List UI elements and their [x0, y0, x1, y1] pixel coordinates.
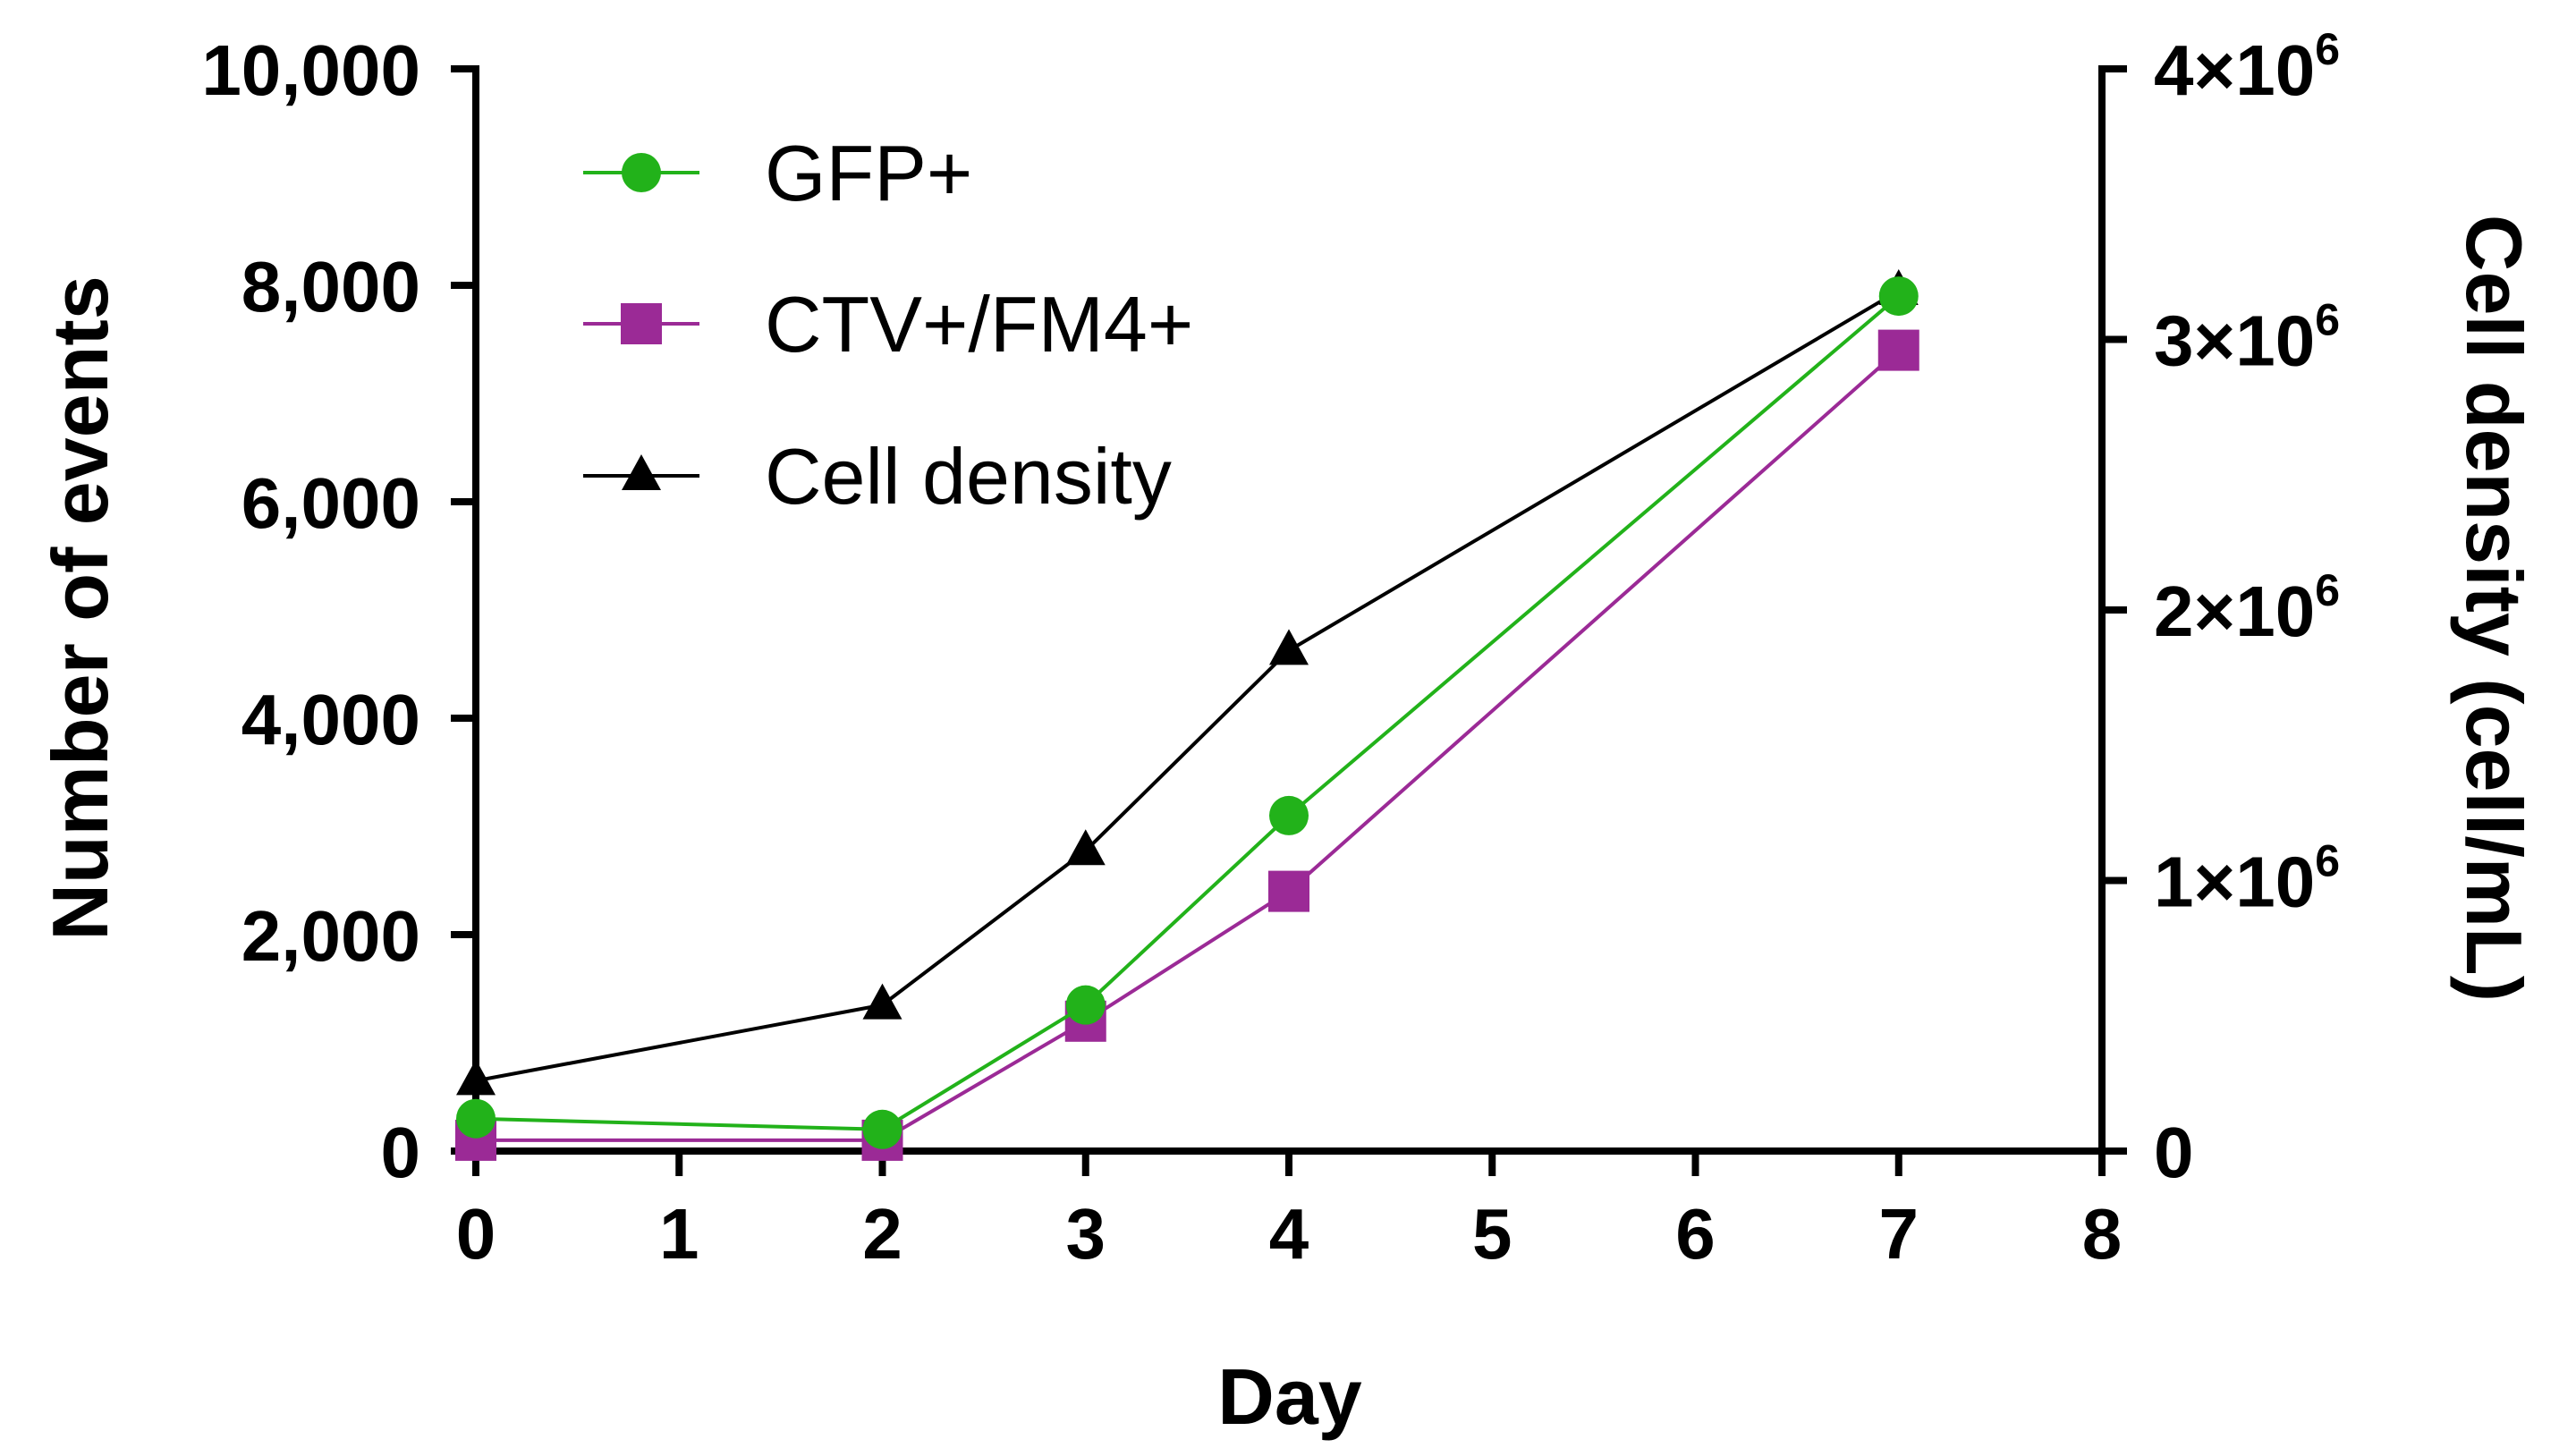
data-point-gfp: [1269, 795, 1309, 835]
series-cell-density: [456, 269, 1919, 1096]
y-left-tick-label: 10,000: [201, 30, 420, 110]
y-left-tick-label: 4,000: [242, 680, 420, 759]
data-point-gfp: [1878, 276, 1919, 317]
series-gfp: [456, 276, 1919, 1149]
x-tick-label: 0: [456, 1194, 496, 1274]
axes: 0 1 2 3 4 5 6 7 802,0004,0006,0008,00010,00001×1…: [201, 24, 2340, 1274]
y-left-tick-label: 0: [381, 1113, 421, 1192]
series-group: [455, 269, 1919, 1161]
x-tick-label: 3: [1066, 1194, 1106, 1274]
x-tick-label: 4: [1269, 1194, 1309, 1274]
legend-marker-ctv-fm4: [621, 303, 662, 344]
y-right-tick-label: 4×106: [2154, 24, 2340, 110]
y-left-tick-label: 2,000: [242, 896, 420, 976]
data-point-cell-density: [456, 1059, 496, 1096]
legend-marker-cell-density: [622, 454, 661, 490]
y-right-tick-label: 1×106: [2154, 836, 2340, 922]
y-axis-left-title: Number of events: [36, 275, 124, 940]
data-point-cell-density: [862, 983, 902, 1020]
y-left-tick-label: 6,000: [242, 463, 420, 543]
y-right-tick-label: 2×106: [2154, 565, 2340, 651]
data-point-gfp: [862, 1109, 902, 1149]
data-point-gfp: [456, 1098, 496, 1139]
data-point-ctv-fm4: [1877, 329, 1919, 371]
legend: GFP+ CTV+/FM4+ Cell density: [583, 129, 1193, 521]
legend-marker-gfp: [622, 153, 661, 192]
x-tick-label: 5: [1472, 1194, 1513, 1274]
legend-item-cell-density: Cell density: [583, 432, 1172, 521]
series-line-cell-density: [475, 289, 1900, 1083]
data-point-cell-density: [1269, 629, 1309, 665]
x-tick-label: 7: [1879, 1194, 1919, 1274]
x-tick-label: 8: [2082, 1194, 2123, 1274]
y-right-tick-label: 0: [2154, 1113, 2194, 1192]
legend-item-gfp: GFP+: [583, 129, 972, 217]
y-left-tick-label: 8,000: [242, 247, 420, 326]
legend-label-gfp: GFP+: [765, 129, 972, 217]
legend-label-cell-density: Cell density: [765, 432, 1172, 521]
x-tick-label: 6: [1675, 1194, 1716, 1274]
x-tick-label: 2: [862, 1194, 902, 1274]
legend-item-ctv-fm4: CTV+/FM4+: [583, 280, 1193, 368]
data-point-cell-density: [1065, 829, 1106, 866]
x-tick-label: 1: [659, 1194, 699, 1274]
y-axis-right-title: Cell density (cell/mL): [2450, 215, 2538, 1002]
x-axis-title: Day: [1217, 1352, 1361, 1441]
series-line-gfp: [475, 294, 1901, 1131]
data-point-gfp: [1065, 985, 1106, 1025]
y-right-tick-label: 3×106: [2154, 295, 2340, 381]
data-point-ctv-fm4: [1268, 870, 1309, 912]
series-ctv-fm4: [455, 329, 1919, 1161]
legend-label-ctv-fm4: CTV+/FM4+: [765, 280, 1193, 368]
series-line-ctv-fm4: [476, 349, 1901, 1142]
